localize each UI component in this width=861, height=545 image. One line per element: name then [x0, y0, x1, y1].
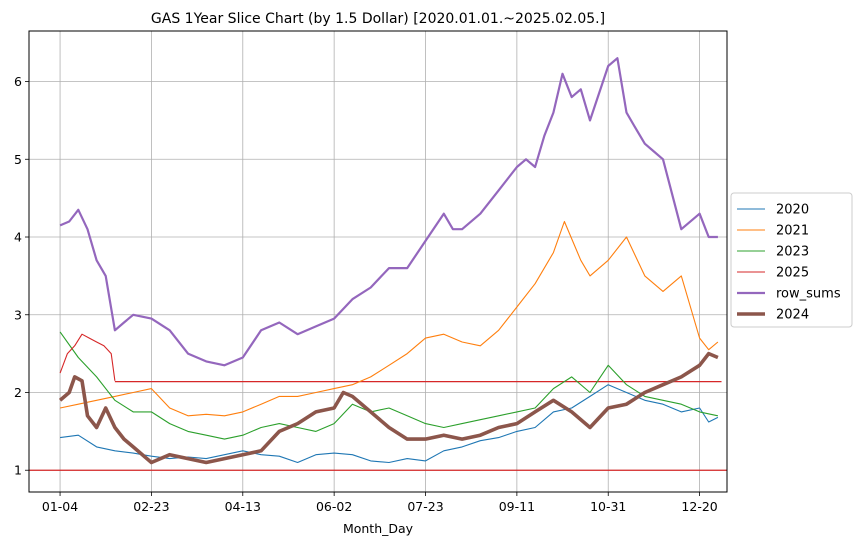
chart-title: GAS 1Year Slice Chart (by 1.5 Dollar) [2… [151, 11, 605, 27]
plot-frame [28, 30, 728, 493]
y-tick-label: 2 [14, 385, 22, 400]
legend-label: 2023 [776, 245, 809, 260]
y-axis: 1 2 3 4 5 6 [14, 74, 29, 478]
x-axis-label: Month_Day [343, 521, 414, 536]
y-tick-label: 1 [14, 463, 22, 478]
grid [29, 31, 727, 492]
y-tick-label: 5 [14, 152, 22, 167]
series-line-2023 [59, 331, 719, 440]
series-line-row_sums [59, 57, 718, 367]
series-line-2024 [58, 351, 719, 465]
legend-label: 2021 [776, 224, 809, 239]
x-tick-label: 02-23 [133, 499, 169, 514]
x-tick-label: 04-13 [225, 499, 261, 514]
x-tick-label: 07-23 [407, 499, 443, 514]
series-line-2020 [60, 384, 719, 464]
y-tick-label: 4 [14, 230, 22, 245]
series-lines [58, 57, 719, 465]
x-tick-label: 10-31 [590, 499, 626, 514]
legend: 2020 2021 2023 2025 row_sums 2024 [730, 192, 853, 328]
legend-label: 2020 [776, 203, 809, 218]
y-tick-label: 6 [14, 74, 22, 89]
x-tick-label: 09-11 [499, 499, 535, 514]
x-tick-label: 01-04 [42, 499, 78, 514]
legend-label: 2024 [776, 308, 809, 323]
x-tick-label: 12-20 [681, 499, 717, 514]
series-line-2021 [59, 220, 719, 417]
legend-label: row_sums [776, 287, 841, 302]
y-tick-label: 3 [14, 307, 22, 322]
x-axis: 01-04 02-23 04-13 06-02 07-23 09-11 10-31 12-20 [42, 492, 718, 514]
x-tick-label: 06-02 [316, 499, 352, 514]
series-line-2025 [59, 333, 116, 381]
reference-lines [29, 381, 727, 471]
legend-label: 2025 [776, 266, 809, 281]
